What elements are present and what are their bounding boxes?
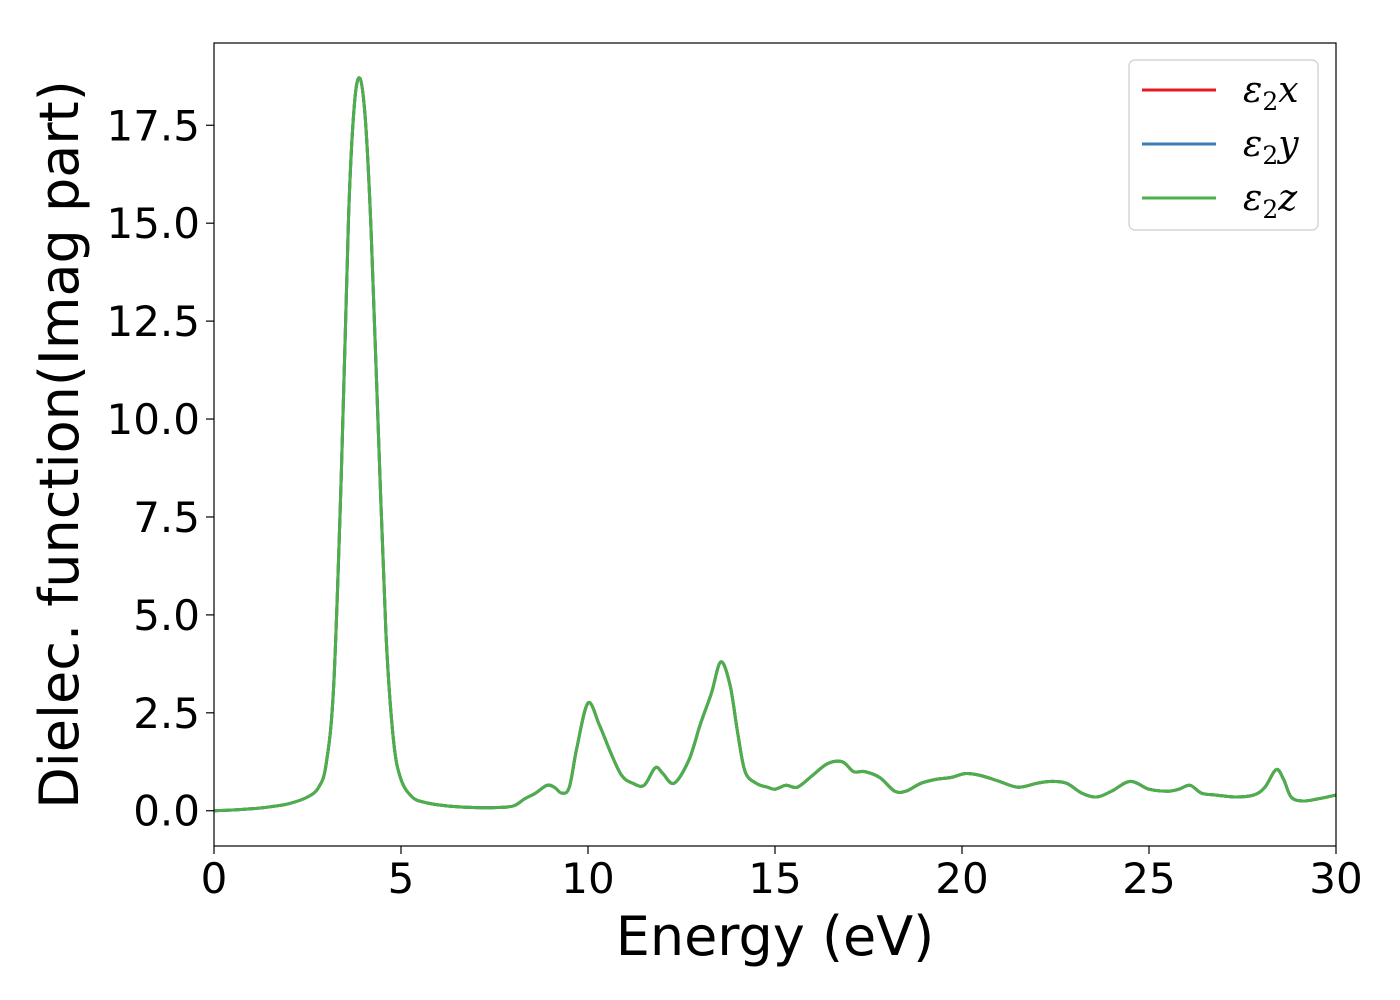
- legend-item-z: ε2z: [1142, 178, 1298, 224]
- y-tick-label: 15.0: [106, 199, 200, 248]
- x-tick-label: 30: [1309, 854, 1362, 903]
- y-tick-label: 5.0: [133, 591, 200, 640]
- y-tick-label: 2.5: [133, 689, 200, 738]
- x-tick-label: 15: [748, 854, 801, 903]
- x-tick-label: 25: [1122, 854, 1175, 903]
- legend-label: ε2y: [1243, 124, 1299, 170]
- x-axis: 0 5 10 15 20 25 30: [201, 846, 1363, 903]
- x-axis-title: Energy (eV): [616, 905, 935, 968]
- y-tick-label: 7.5: [133, 493, 200, 542]
- legend-label: ε2x: [1243, 70, 1299, 116]
- legend-label: ε2z: [1243, 178, 1298, 224]
- x-tick-label: 10: [561, 854, 614, 903]
- plot-lines: [214, 76, 1336, 813]
- y-tick-label: 10.0: [106, 395, 200, 444]
- y-tick-label: 12.5: [106, 297, 200, 346]
- legend-item-y: ε2y: [1142, 124, 1299, 170]
- legend-box: [1128, 59, 1319, 231]
- x-tick-label: 0: [201, 854, 228, 903]
- legend-item-x: ε2x: [1142, 70, 1299, 116]
- y-tick-label: 0.0: [133, 787, 200, 836]
- y-axis-title: Dielec. function(Imag part): [28, 80, 91, 809]
- x-tick-label: 20: [935, 854, 988, 903]
- y-tick-label: 17.5: [106, 101, 200, 150]
- x-tick-label: 5: [388, 854, 415, 903]
- y-axis: 0.0 2.5 5.0 7.5 10.0 12.5 15.0 17.5: [106, 101, 214, 836]
- series-line-z: [214, 76, 1336, 813]
- legend: ε2x ε2y ε2z: [1128, 59, 1319, 231]
